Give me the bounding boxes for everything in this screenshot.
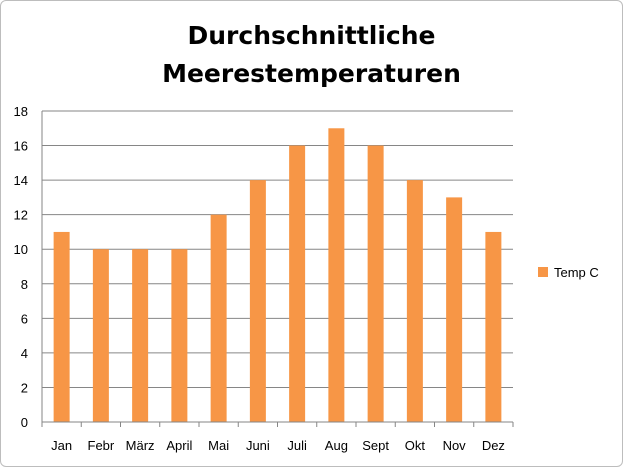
x-tick-label: Mai [208, 438, 229, 453]
y-tick-label: 12 [14, 208, 28, 223]
x-tick-label: Febr [88, 438, 115, 453]
x-tick-label: Sept [362, 438, 389, 453]
x-tick-label: Juli [287, 438, 307, 453]
bar [210, 214, 227, 422]
y-tick-label: 0 [21, 415, 28, 430]
chart-title: Durchschnittliche Meerestemperaturen [1, 17, 622, 93]
bar [406, 180, 423, 422]
x-tick-label: Okt [405, 438, 426, 453]
x-tick-label: Dez [482, 438, 505, 453]
y-tick-label: 4 [21, 346, 28, 361]
x-tick-label: März [126, 438, 155, 453]
legend-swatch [538, 267, 548, 277]
y-tick-label: 6 [21, 311, 28, 326]
bar [446, 197, 463, 422]
y-tick-label: 18 [14, 104, 28, 119]
y-tick-label: 14 [14, 173, 28, 188]
legend-label: Temp C [554, 265, 599, 280]
bar [328, 128, 345, 422]
bar [249, 180, 266, 422]
bar [132, 249, 149, 422]
chart-title-line1: Durchschnittliche [187, 21, 436, 50]
y-tick-label: 2 [21, 380, 28, 395]
x-tick-label: Aug [325, 438, 348, 453]
bar [171, 249, 188, 422]
chart-title-line2: Meerestemperaturen [162, 59, 461, 88]
x-tick-label: April [166, 438, 192, 453]
y-tick-label: 8 [21, 277, 28, 292]
bar [289, 145, 306, 423]
bar [367, 145, 384, 423]
bar [485, 231, 502, 422]
y-tick-label: 10 [14, 242, 28, 257]
bar [53, 231, 70, 422]
y-tick-label: 16 [14, 139, 28, 154]
x-tick-label: Nov [443, 438, 467, 453]
bar [92, 249, 109, 422]
x-tick-label: Jan [51, 438, 72, 453]
x-tick-label: Juni [246, 438, 270, 453]
